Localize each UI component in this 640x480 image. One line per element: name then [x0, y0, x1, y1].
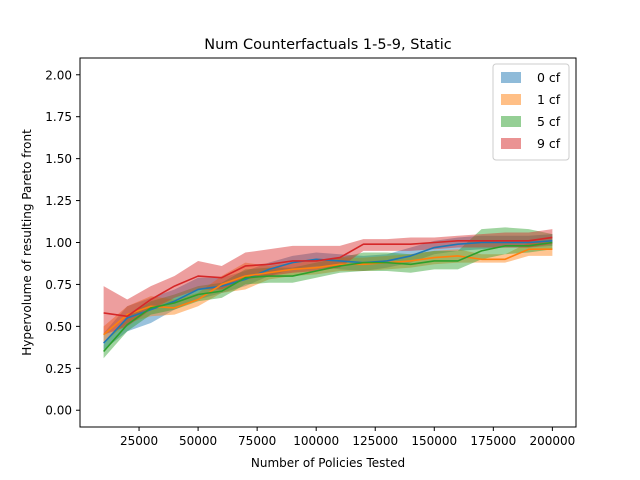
- x-tick-label-2: 75000: [238, 434, 276, 448]
- y-tick-label-7: 1.75: [45, 110, 72, 124]
- x-tick-label-3: 100000: [293, 434, 339, 448]
- line-series-3: [103, 236, 553, 318]
- y-tick-label-5: 1.25: [45, 194, 72, 208]
- x-tick-label-0: 25000: [120, 434, 158, 448]
- legend-swatch-0: [501, 72, 521, 83]
- legend-box: [492, 63, 570, 161]
- legend-label-0: 0 cf: [537, 70, 561, 85]
- x-tick-label-5: 150000: [411, 434, 457, 448]
- y-axis-label: Hypervolume of resulting Pareto front: [20, 129, 34, 356]
- band-series-3: [103, 229, 553, 335]
- y-tick-label-3: 0.75: [45, 278, 72, 292]
- y-tick-label-6: 1.50: [45, 152, 72, 166]
- band-series-1: [103, 242, 553, 344]
- line-series-0: [103, 240, 553, 344]
- legend-label-2: 5 cf: [537, 114, 561, 129]
- x-tick-label-4: 125000: [352, 434, 398, 448]
- legend: 0 cf 1 cf 5 cf 9 cf: [492, 63, 570, 161]
- legend-swatch-2: [501, 116, 521, 127]
- x-axis: 25000 50000 75000 100000 125000 150000 175000 2…: [120, 427, 575, 448]
- y-axis: 0.00 0.25 0.50 0.75 1.00 1.25 1.50 1.75 2.00: [45, 68, 80, 418]
- x-axis-label: Number of Policies Tested: [251, 456, 405, 470]
- legend-swatch-3: [501, 138, 521, 149]
- x-tick-label-6: 175000: [470, 434, 516, 448]
- band-series-2: [103, 227, 553, 359]
- chart-title: Num Counterfactuals 1-5-9, Static: [204, 37, 451, 53]
- legend-label-3: 9 cf: [537, 136, 561, 151]
- line-series-2: [103, 241, 553, 353]
- legend-label-1: 1 cf: [537, 92, 561, 107]
- y-tick-label-0: 0.00: [45, 404, 72, 418]
- y-tick-label-8: 2.00: [45, 68, 72, 82]
- series-lines: [103, 236, 553, 353]
- x-tick-label-7: 200000: [529, 434, 575, 448]
- line-series-1: [103, 248, 553, 336]
- x-tick-label-1: 50000: [179, 434, 217, 448]
- y-tick-label-2: 0.50: [45, 320, 72, 334]
- y-tick-label-4: 1.00: [45, 236, 72, 250]
- legend-swatch-1: [501, 94, 521, 105]
- y-tick-label-1: 0.25: [45, 362, 72, 376]
